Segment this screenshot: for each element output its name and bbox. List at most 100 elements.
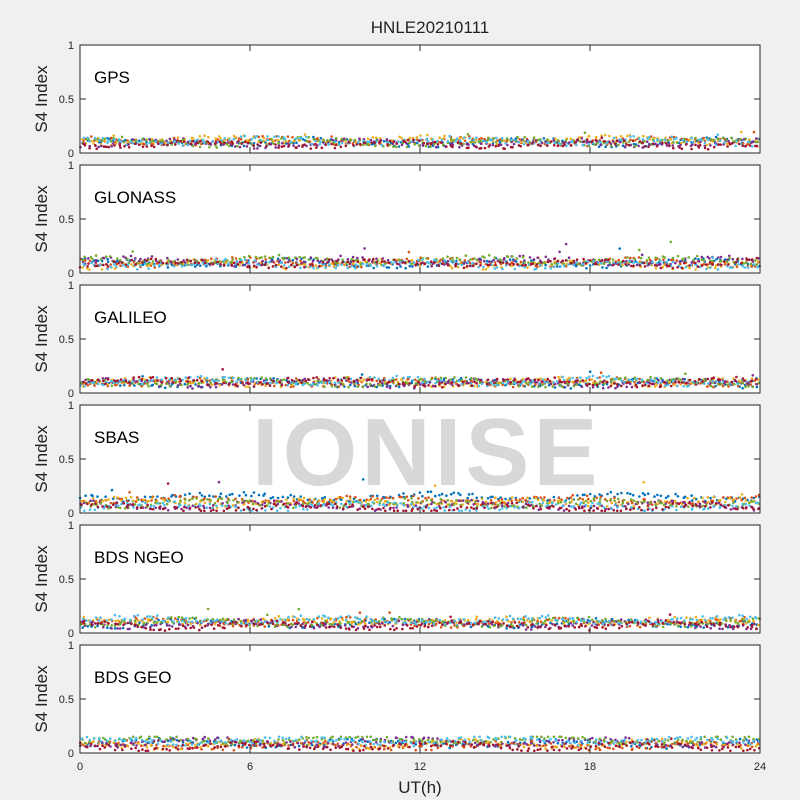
data-point-sbas-s3 bbox=[686, 496, 689, 500]
data-point-gps-s6 bbox=[259, 139, 263, 142]
data-point-gps-s7 bbox=[694, 143, 697, 147]
data-point-sbas-s7 bbox=[535, 504, 538, 508]
data-point-glonass-s7 bbox=[105, 263, 108, 266]
data-point-galileo-s5 bbox=[155, 382, 159, 386]
data-point-gps-s6 bbox=[273, 135, 276, 139]
data-point-glonass-s4 bbox=[635, 263, 639, 267]
data-point-galileo-s3 bbox=[590, 378, 594, 381]
data-point-galileo-s7 bbox=[609, 384, 613, 388]
data-point-glonass-s5 bbox=[359, 263, 363, 266]
data-point-sbas-s6 bbox=[286, 509, 290, 513]
data-point-sbas-s4 bbox=[166, 509, 170, 512]
data-point-gps-s6 bbox=[673, 137, 676, 141]
data-point-sbas-s1 bbox=[457, 492, 460, 495]
data-point-sbas-s7 bbox=[342, 507, 345, 510]
data-point-galileo-s5 bbox=[365, 382, 368, 386]
data-point-glonass-s6 bbox=[556, 262, 560, 265]
data-point-glonass-s7 bbox=[688, 264, 691, 267]
data-point-galileo-s3 bbox=[361, 380, 365, 383]
data-point-sbas-s3 bbox=[697, 500, 700, 503]
data-point-gps-s6 bbox=[340, 141, 344, 145]
data-point-gps-s5 bbox=[349, 138, 353, 142]
data-point-sbas-s6 bbox=[579, 501, 583, 505]
data-point-galileo-s4 bbox=[601, 386, 605, 390]
data-point-galileo-s4 bbox=[529, 379, 532, 382]
data-point-galileo-s3 bbox=[396, 380, 400, 384]
figure-title: HNLE20210111 bbox=[370, 18, 490, 37]
data-point-sbas-s1 bbox=[552, 495, 556, 499]
data-point-glonass-s5 bbox=[493, 256, 497, 259]
panel-label-glonass: GLONASS bbox=[94, 188, 176, 207]
data-point-galileo-s2 bbox=[721, 384, 725, 388]
data-point-galileo-s7 bbox=[119, 378, 123, 381]
data-point-sbas-s5 bbox=[474, 500, 477, 503]
data-point-glonass-s6 bbox=[730, 266, 734, 269]
data-point-gps-s7 bbox=[208, 142, 212, 145]
data-point-glonass-s3 bbox=[450, 266, 454, 270]
data-point-sbas-s6 bbox=[427, 506, 431, 510]
data-point-sbas-s5 bbox=[241, 499, 245, 502]
data-point-gps-s7 bbox=[451, 145, 454, 149]
data-point-galileo-s5 bbox=[80, 382, 83, 385]
data-point-glonass-s5 bbox=[229, 260, 233, 264]
data-point-glonass-s6 bbox=[665, 260, 668, 264]
data-point-gps-s5 bbox=[451, 139, 455, 143]
data-point-gps-s4 bbox=[458, 145, 461, 149]
data-point-gps-s7 bbox=[429, 142, 433, 146]
data-point-galileo-s7 bbox=[342, 376, 346, 380]
data-point-glonass-s6 bbox=[592, 260, 596, 263]
data-point-gps-s7 bbox=[88, 146, 91, 150]
data-point-sbas-s3 bbox=[345, 500, 348, 503]
data-point-glonass-s3 bbox=[277, 263, 281, 267]
data-point-glonass-s4 bbox=[503, 257, 506, 260]
data-point-sbas-s3 bbox=[337, 496, 340, 500]
data-point-glonass-s7 bbox=[222, 263, 226, 267]
data-point-sbas-s1 bbox=[281, 495, 285, 499]
data-point-glonass-s7 bbox=[341, 261, 344, 264]
data-point-sbas-s2 bbox=[587, 497, 590, 501]
data-point-galileo-s5 bbox=[180, 383, 183, 387]
data-point-sbas-s7 bbox=[148, 507, 152, 511]
data-point-glonass-s7 bbox=[189, 259, 193, 263]
data-point-gps-s7 bbox=[213, 142, 217, 145]
data-point-sbas-s7 bbox=[252, 507, 255, 511]
data-point-sbas-s2 bbox=[345, 494, 349, 498]
data-point-galileo-s4 bbox=[616, 385, 619, 388]
data-point-glonass-s6 bbox=[287, 265, 291, 269]
data-point-glonass-s2 bbox=[109, 263, 112, 266]
data-point-gps-s6 bbox=[703, 141, 707, 144]
data-point-galileo-s7 bbox=[693, 380, 697, 383]
data-point-gps-s6 bbox=[334, 140, 337, 144]
data-point-gps-s7 bbox=[244, 140, 247, 144]
data-point-galileo-s7 bbox=[187, 376, 190, 380]
data-point-glonass-s5 bbox=[475, 258, 479, 262]
data-point-galileo-s2 bbox=[565, 380, 569, 383]
data-point-sbas-s5 bbox=[388, 501, 392, 505]
data-point-galileo-s4 bbox=[535, 381, 538, 384]
data-point-sbas-s7 bbox=[377, 507, 381, 511]
data-point-sbas-s1 bbox=[466, 496, 470, 500]
data-point-gps-s2 bbox=[89, 135, 93, 138]
data-point-galileo-s6 bbox=[324, 381, 327, 385]
data-point-glonass-s1 bbox=[588, 264, 592, 267]
data-point-gps-s1 bbox=[542, 137, 546, 140]
data-point-sbas-s6 bbox=[554, 503, 558, 506]
data-point-sbas-s1 bbox=[576, 494, 579, 497]
data-point-glonass-s6 bbox=[756, 265, 759, 269]
data-point-galileo-s5 bbox=[384, 382, 387, 385]
data-point-galileo-s2 bbox=[208, 379, 211, 382]
data-point-gps-s6 bbox=[223, 137, 226, 140]
data-point-glonass-s6 bbox=[247, 261, 251, 265]
data-point-glonass-s7 bbox=[668, 264, 671, 268]
data-point-sbas-s3 bbox=[299, 498, 303, 502]
data-point-gps-s7 bbox=[697, 146, 701, 149]
data-point-sbas-s3 bbox=[129, 495, 133, 499]
data-point-sbas-s7 bbox=[127, 503, 130, 507]
data-point-glonass-s5 bbox=[464, 254, 468, 257]
data-point-sbas-s2 bbox=[740, 498, 743, 502]
data-point-sbas-s5 bbox=[188, 499, 191, 502]
data-point-gps-s4 bbox=[331, 138, 334, 142]
data-point-sbas-s3 bbox=[521, 500, 525, 504]
data-point-gps-s6 bbox=[581, 143, 584, 147]
data-point-galileo-s6 bbox=[101, 383, 105, 387]
